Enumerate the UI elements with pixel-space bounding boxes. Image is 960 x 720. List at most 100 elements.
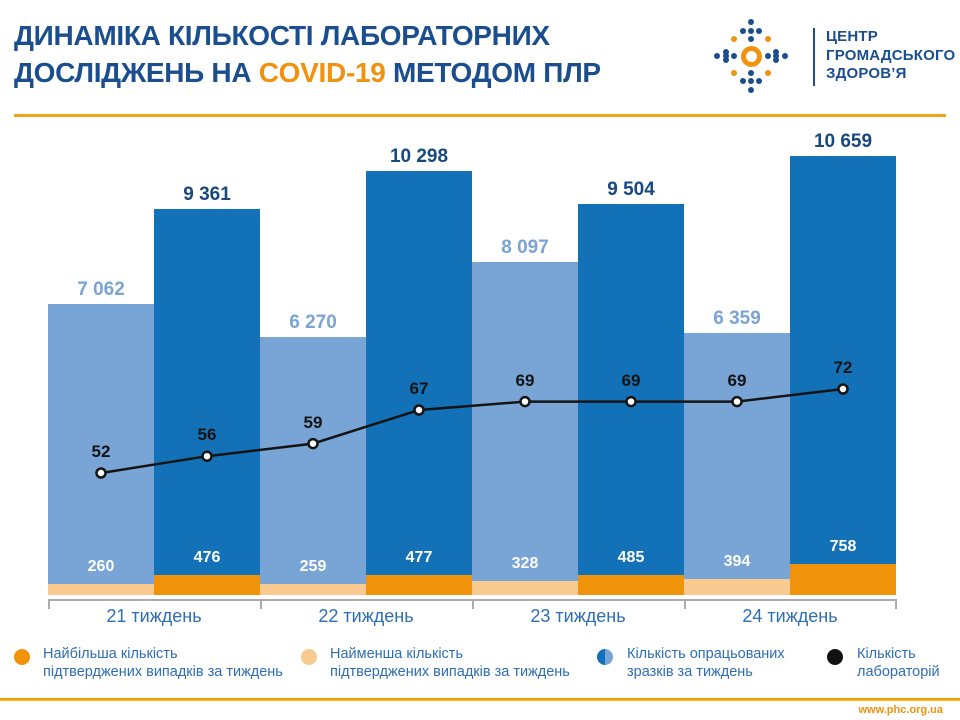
axis-tick [260,599,262,609]
legend-min-dot-icon [301,649,317,665]
labs-value-label: 67 [409,379,429,398]
bar-value-label: 6 270 [289,312,337,333]
confirmed-value-label: 758 [829,538,857,555]
bar-value-label: 8 097 [501,237,549,258]
legend-item-samples: Кількість опрацьованих зразків за тижден… [597,646,785,681]
week-label: 23 тиждень [530,606,626,626]
legend-item-min-confirmed: Найменша кількість підтверджених випадкі… [301,646,570,681]
bar-confirmed-segment [366,575,472,595]
phc-logo-icon [711,16,791,96]
title-covid-highlight: COVID-19 [258,57,386,88]
logo-dot [731,36,738,43]
logo-dot [764,69,771,76]
logo-text-line: ЗДОРОВ’Я [826,65,907,82]
bar-confirmed-segment [684,579,790,595]
bar-confirmed-segment [790,564,896,595]
legend-label: зразків за тиждень [627,663,753,680]
logo-dot [773,57,780,64]
legend-item-max-confirmed: Найбільша кількість підтверджених випадк… [14,646,283,681]
axis-tick [472,599,474,609]
bar-samples [790,156,896,595]
labs-value-label: 52 [91,442,111,461]
logo-dot [756,27,763,34]
logo-dot [722,57,729,64]
logo-text: ЦЕНТР ГРОМАДСЬКОГО ЗДОРОВ’Я [826,28,955,84]
logo-dot [739,27,746,34]
logo-dot [731,53,738,59]
week-label: 24 тиждень [742,606,838,626]
bar-samples [260,337,366,595]
labs-value-label: 69 [727,370,747,390]
logo-dot [748,69,754,76]
website-url: www.phc.org.ua [858,704,943,716]
logo-dot [722,48,729,55]
labs-value-label: 59 [303,412,323,432]
logo-dot [756,78,763,85]
bar-confirmed-segment [48,584,154,595]
logo-dot [748,78,754,85]
logo-dot [748,86,754,93]
title-line-2-post: МЕТОДОМ ПЛР [385,57,601,88]
logo-ring-icon [740,45,762,67]
legend-max-dot-icon [14,649,30,665]
bar-samples [154,209,260,595]
axis-tick [895,599,897,609]
bar-confirmed-segment [472,581,578,595]
logo-dot [764,53,771,59]
legend-item-labs: Кількість лабораторій [827,646,940,681]
logo-dot [748,19,754,26]
bar-samples [366,171,472,595]
title-underline [14,114,946,117]
logo-text-line: ГРОМАДСЬКОГО [826,46,956,64]
bar-value-label: 7 062 [77,279,125,300]
logo-dot [722,53,729,59]
logo-dot [731,69,738,76]
bar-value-label: 6 359 [713,308,761,329]
phc-logo: ЦЕНТР ГРОМАДСЬКОГО ЗДОРОВ’Я [700,10,955,110]
bar-value-label: 10 659 [813,131,873,152]
confirmed-value-label: 260 [87,558,115,575]
legend-label: підтверджених випадків за тиждень [330,663,570,680]
bar-value-label: 9 504 [607,179,655,200]
logo-dot [781,53,788,59]
logo-text-line: ЦЕНТР [826,28,878,45]
labs-value-label: 69 [621,370,641,390]
bar-confirmed-segment [260,584,366,595]
week-label: 21 тиждень [106,606,202,626]
logo-divider [813,28,815,86]
bar-confirmed-segment [154,575,260,595]
week-label: 22 тиждень [318,606,414,626]
legend-label: підтверджених випадків за тиждень [43,663,283,680]
legend-label: Кількість [857,646,916,662]
footer-rule [0,698,960,701]
confirmed-value-label: 328 [511,555,539,572]
title-line-1: ДИНАМІКА КІЛЬКОСТІ ЛАБОРАТОРНИХ [14,20,550,51]
labs-value-label: 56 [197,425,217,445]
bar-confirmed-segment [578,575,684,595]
labs-value-label: 69 [515,370,535,390]
legend-label: Найменша кількість [330,646,463,662]
legend-labs-dot-icon [827,649,843,665]
page-title: ДИНАМІКА КІЛЬКОСТІ ЛАБОРАТОРНИХ ДОСЛІДЖЕН… [14,17,601,91]
confirmed-value-label: 259 [299,558,327,575]
title-line-2-pre: ДОСЛІДЖЕНЬ НА [14,57,259,88]
logo-dot [773,48,780,55]
legend-samples-dot-icon [597,649,613,665]
legend-label: Найбільша кількість [43,646,178,662]
bar-value-label: 9 361 [183,184,231,205]
logo-dot [748,27,754,34]
labs-value-label: 72 [833,358,853,377]
confirmed-value-label: 485 [617,549,645,566]
logo-dot [773,53,780,59]
logo-dot [764,36,771,43]
confirmed-value-label: 394 [723,553,751,570]
axis-tick [48,599,50,609]
bar-samples [578,204,684,595]
axis-tick [684,599,686,609]
logo-dot [714,53,721,59]
logo-dot [739,78,746,85]
confirmed-value-label: 476 [193,549,221,566]
confirmed-value-label: 477 [405,549,433,566]
